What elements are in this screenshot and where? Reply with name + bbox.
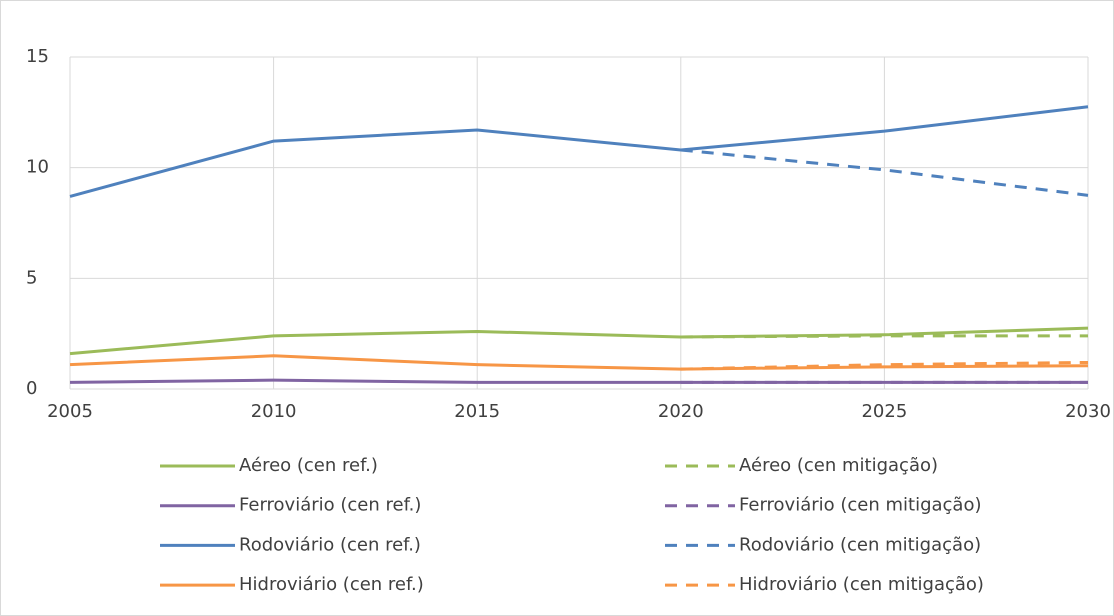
- legend-label: Aéreo (cen mitigação): [739, 455, 938, 476]
- y-tick-label: 10: [26, 157, 49, 178]
- legend-label: Ferroviário (cen mitigação): [739, 495, 982, 516]
- legend-label: Rodoviário (cen ref.): [239, 534, 421, 555]
- series-line: [680, 360, 1089, 371]
- series-line: [680, 148, 1089, 197]
- x-tick-label: 2015: [454, 401, 500, 422]
- legend-label: Aéreo (cen ref.): [239, 455, 378, 476]
- x-tick-label: 2005: [47, 401, 93, 422]
- legend-label: Ferroviário (cen ref.): [239, 495, 421, 516]
- legend-label: Hidroviário (cen mitigação): [739, 574, 984, 595]
- x-tick-label: 2020: [658, 401, 704, 422]
- x-tick-label: 2025: [861, 401, 907, 422]
- x-tick-label: 2010: [251, 401, 297, 422]
- y-tick-label: 15: [26, 46, 49, 67]
- series-line: [69, 326, 1089, 356]
- series-line: [69, 105, 1089, 198]
- series-line: [680, 334, 1088, 339]
- y-tick-label: 5: [26, 267, 37, 288]
- legend-label: Rodoviário (cen mitigação): [739, 534, 981, 555]
- x-tick-label: 2030: [1065, 401, 1111, 422]
- y-tick-label: 0: [26, 378, 37, 399]
- legend-label: Hidroviário (cen ref.): [239, 574, 424, 595]
- series-line: [69, 354, 1089, 371]
